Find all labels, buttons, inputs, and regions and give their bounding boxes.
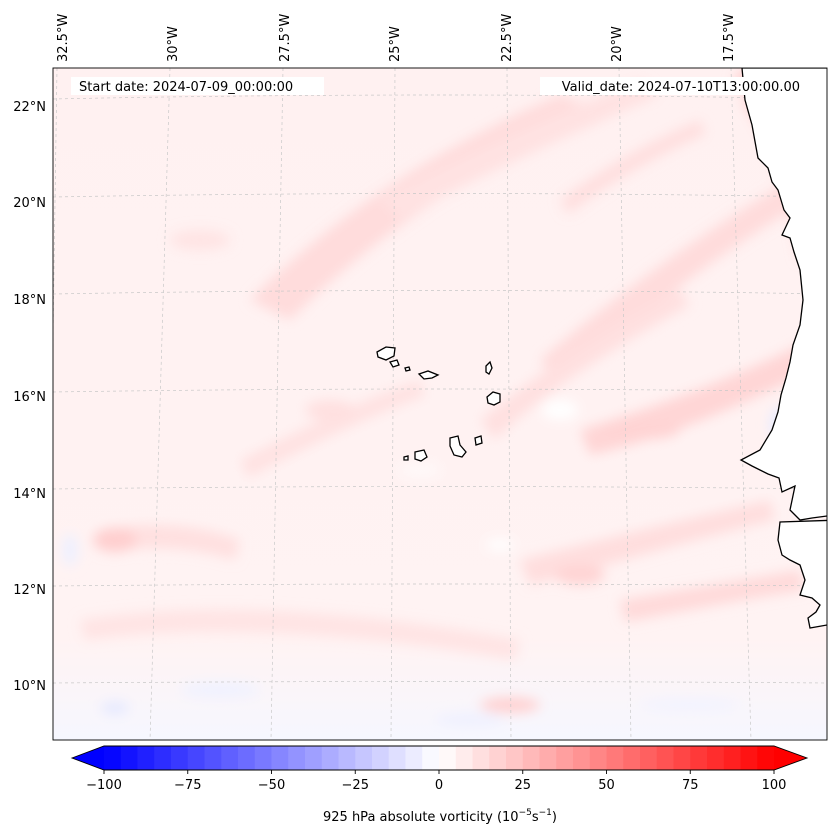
- colorbar-cell: [305, 746, 323, 770]
- colorbar-cell: [137, 746, 155, 770]
- colorbar-label-exp2: −1: [539, 808, 552, 818]
- lon-label-30w: 30°W: [166, 26, 181, 62]
- colorbar-cell: [506, 746, 524, 770]
- colorbar-tick-label: 50: [598, 778, 615, 793]
- lat-label-10n: 10°N: [13, 679, 46, 694]
- map-frame: [52, 67, 828, 741]
- lon-label-25w: 25°W: [388, 26, 403, 62]
- lat-label-20n: 20°N: [13, 196, 46, 211]
- colorbar-label-prefix: 925 hPa absolute vorticity (10: [323, 810, 519, 825]
- colorbar-cell: [171, 746, 189, 770]
- valid-date-box: [540, 77, 808, 95]
- colorbar-cell: [422, 746, 440, 770]
- colorbar-cell: [439, 746, 457, 770]
- colorbar-cell: [723, 746, 742, 770]
- lon-label-27-5w: 27.5°W: [278, 14, 293, 62]
- colorbar-cell: [271, 746, 289, 770]
- colorbar-cell: [640, 746, 658, 770]
- longitude-labels: 32.5°W 30°W 27.5°W 25°W 22.5°W 20°W 17.5…: [56, 14, 737, 62]
- colorbar-cell: [606, 746, 624, 770]
- island-santo-antao: [376, 346, 396, 361]
- colorbar-cell: [388, 746, 407, 770]
- vorticity-field: Start date: 2024-07-09_00:00:00 Valid_da…: [53, 68, 827, 740]
- colorbar-cell: [372, 746, 390, 770]
- colorbar-cell: [472, 746, 490, 770]
- colorbar-cell: [187, 746, 206, 770]
- graticule: [53, 68, 827, 740]
- colorbar-tick-label: 75: [682, 778, 699, 793]
- island-boa-vista: [486, 391, 501, 406]
- cape-verde-islands: [376, 346, 501, 462]
- colorbar-cell: [238, 746, 256, 770]
- colorbar-cell: [556, 746, 574, 770]
- colorbar-label-mid: s: [532, 810, 539, 825]
- colorbar-tick-label: −50: [258, 778, 285, 793]
- colorbar-cell: [254, 746, 273, 770]
- colorbar-tick-label: 25: [514, 778, 531, 793]
- colorbar-extend-min: [72, 746, 104, 770]
- colorbar-cell: [623, 746, 641, 770]
- start-date-label: Start date: 2024-07-09_00:00:00: [79, 80, 293, 95]
- island-santiago: [449, 435, 467, 458]
- lat-label-18n: 18°N: [13, 293, 46, 308]
- colorbar-cell: [573, 746, 591, 770]
- lon-label-32-5w: 32.5°W: [56, 14, 71, 62]
- colorbar-cell: [489, 746, 507, 770]
- island-sao-vicente: [389, 359, 400, 368]
- island-brava: [403, 455, 409, 461]
- lat-label-22n: 22°N: [13, 100, 46, 115]
- colorbar-tick-label: −25: [342, 778, 369, 793]
- colorbar-cell: [221, 746, 239, 770]
- island-fogo: [414, 449, 428, 462]
- colorbar-tick-label: 100: [762, 778, 787, 793]
- colorbar-tick-label: 0: [435, 778, 443, 793]
- colorbar-cell: [321, 746, 340, 770]
- lat-label-16n: 16°N: [13, 390, 46, 405]
- colorbar-ticks: −100 −75 −50 −25 0 25 50 75 100: [86, 770, 786, 793]
- colorbar-cell: [455, 746, 474, 770]
- colorbar-cell: [757, 746, 775, 770]
- colorbar-cell: [522, 746, 541, 770]
- colorbar-tick-label: −75: [174, 778, 201, 793]
- latitude-labels: 22°N 20°N 18°N 16°N 14°N 12°N 10°N: [13, 100, 46, 694]
- valid-date-label: Valid_date: 2024-07-10T13:00:00.00: [562, 80, 800, 95]
- start-date-box: [71, 77, 324, 95]
- island-maio: [474, 435, 483, 446]
- colorbar-cell: [539, 746, 557, 770]
- colorbar-cell: [707, 746, 725, 770]
- island-sao-nicolau: [417, 370, 440, 380]
- lon-label-20w: 20°W: [610, 26, 625, 62]
- lon-label-17-5w: 17.5°W: [722, 14, 737, 62]
- colorbar-cell: [589, 746, 608, 770]
- lat-label-12n: 12°N: [13, 583, 46, 598]
- colorbar-label-exp1: −5: [519, 808, 532, 818]
- colorbar-cell: [288, 746, 306, 770]
- colorbar-label: 925 hPa absolute vorticity (10−5s−1): [323, 808, 557, 825]
- colorbar-cells: [104, 746, 775, 770]
- colorbar-cell: [656, 746, 675, 770]
- colorbar-cell: [673, 746, 691, 770]
- colorbar-cell: [690, 746, 708, 770]
- colorbar-cell: [355, 746, 373, 770]
- colorbar-tick-label: −100: [86, 778, 122, 793]
- colorbar-cell: [120, 746, 139, 770]
- colorbar: −100 −75 −50 −25 0 25 50 75 100 925 hPa absolute…: [70, 745, 809, 825]
- lon-label-22-5w: 22.5°W: [500, 14, 515, 62]
- coastline-west-africa: [739, 68, 827, 629]
- island-sal: [485, 360, 493, 375]
- colorbar-cell: [104, 746, 122, 770]
- colorbar-cell: [204, 746, 222, 770]
- colorbar-cell: [740, 746, 758, 770]
- colorbar-cell: [405, 746, 423, 770]
- map-panel: Start date: 2024-07-09_00:00:00 Valid_da…: [52, 67, 828, 741]
- colorbar-label-suffix: ): [552, 810, 557, 825]
- colorbar-cell: [154, 746, 172, 770]
- colorbar-cell: [338, 746, 356, 770]
- lat-label-14n: 14°N: [13, 487, 46, 502]
- colorbar-extend-max: [774, 746, 807, 770]
- island-santa-luzia: [404, 366, 411, 372]
